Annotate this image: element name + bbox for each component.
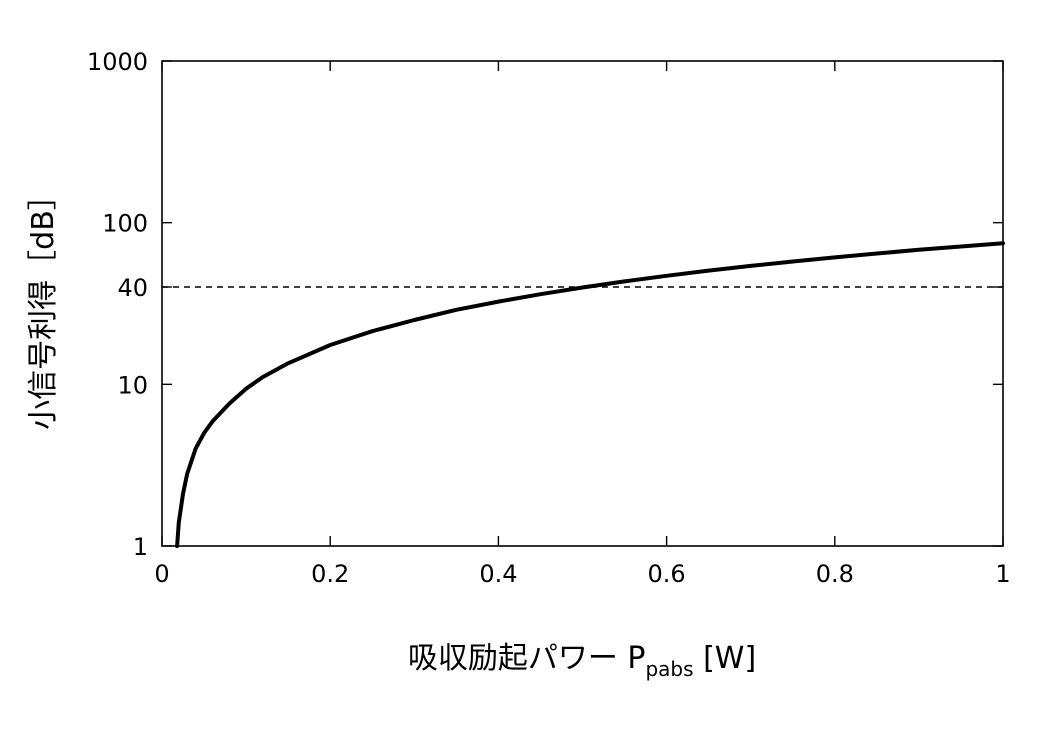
plot-frame	[161, 60, 1004, 547]
y-tick-label: 100	[102, 210, 148, 238]
axis-ticks: 0 0.2 0.4 0.6 0.8 1 1 10 40 100 1000	[87, 48, 1011, 588]
y-tick-label: 1000	[87, 48, 148, 76]
x-tick-label: 0	[154, 560, 169, 588]
x-axis-title: 吸収励起パワー Ppabs [W]	[408, 641, 756, 681]
y-tick-label: 10	[117, 371, 148, 399]
x-tick-label: 0.4	[479, 560, 517, 588]
y-tick-label: 1	[133, 533, 148, 561]
gain-curve	[175, 241, 1005, 548]
y-axis-title: 小信号利得［dB］	[26, 180, 61, 430]
y-tick-label: 40	[117, 274, 148, 302]
x-tick-label: 0.2	[311, 560, 349, 588]
x-tick-label: 0.6	[648, 560, 686, 588]
x-tick-label: 1	[995, 560, 1010, 588]
x-tick-label: 0.8	[816, 560, 854, 588]
